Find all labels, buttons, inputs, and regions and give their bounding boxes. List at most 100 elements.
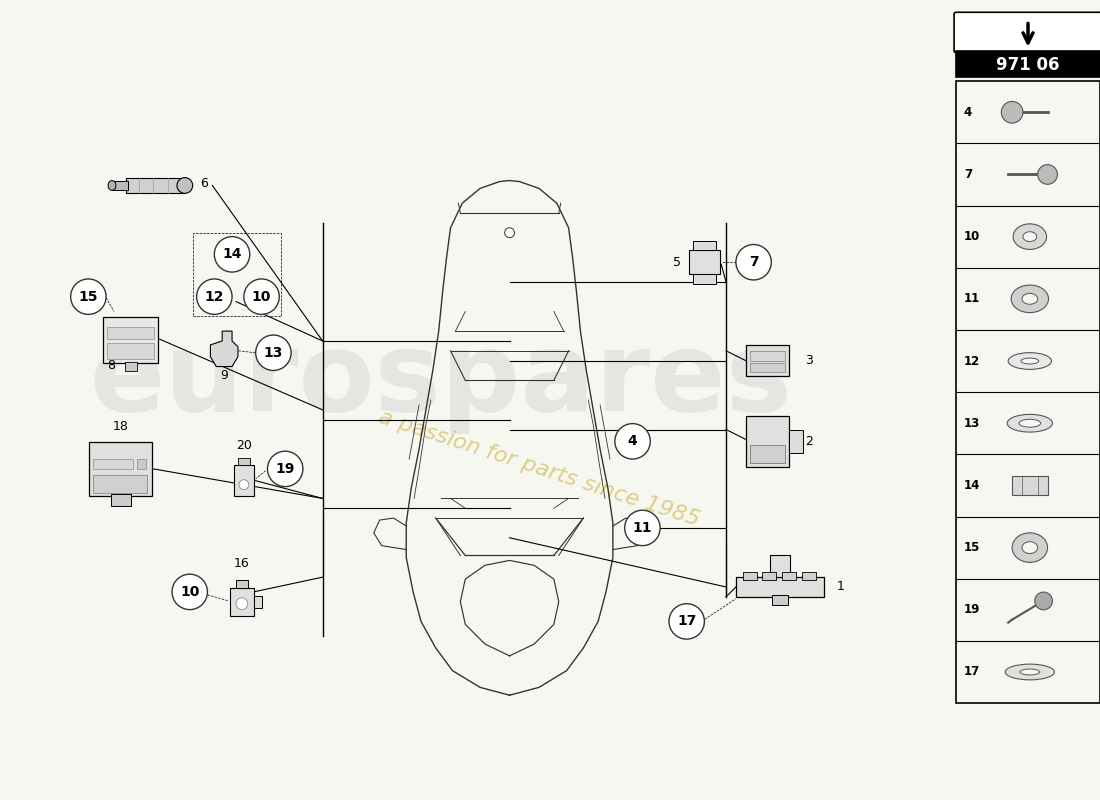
FancyBboxPatch shape bbox=[954, 12, 1100, 53]
Ellipse shape bbox=[1020, 669, 1040, 675]
Text: 17: 17 bbox=[676, 614, 696, 629]
Ellipse shape bbox=[1009, 353, 1052, 370]
Bar bbox=[125, 178, 185, 194]
Circle shape bbox=[615, 424, 650, 459]
Bar bbox=[736, 577, 825, 597]
Text: 8: 8 bbox=[107, 359, 116, 373]
Bar bbox=[746, 345, 789, 376]
Text: 10: 10 bbox=[180, 585, 199, 599]
Bar bbox=[750, 446, 785, 463]
Text: 4: 4 bbox=[628, 434, 637, 448]
Circle shape bbox=[197, 279, 232, 314]
Bar bbox=[136, 459, 146, 469]
Bar bbox=[234, 465, 254, 497]
Circle shape bbox=[255, 335, 292, 370]
Text: 15: 15 bbox=[964, 541, 980, 554]
Circle shape bbox=[70, 279, 106, 314]
Text: 13: 13 bbox=[964, 417, 980, 430]
Text: 11: 11 bbox=[964, 292, 980, 306]
Circle shape bbox=[505, 228, 515, 238]
Text: 1: 1 bbox=[836, 581, 844, 594]
Text: 7: 7 bbox=[964, 168, 972, 181]
Bar bbox=[107, 343, 154, 358]
Circle shape bbox=[172, 574, 208, 610]
Circle shape bbox=[239, 480, 249, 490]
Ellipse shape bbox=[1019, 419, 1041, 427]
Ellipse shape bbox=[108, 181, 115, 190]
Text: 15: 15 bbox=[78, 290, 98, 304]
Text: 19: 19 bbox=[275, 462, 295, 476]
Ellipse shape bbox=[1023, 232, 1036, 242]
Text: 20: 20 bbox=[235, 439, 252, 452]
Bar bbox=[111, 494, 131, 506]
Ellipse shape bbox=[1022, 294, 1037, 304]
Circle shape bbox=[1035, 592, 1053, 610]
Ellipse shape bbox=[1013, 224, 1046, 250]
Ellipse shape bbox=[1012, 533, 1047, 562]
Text: 14: 14 bbox=[222, 247, 242, 262]
Bar bbox=[746, 416, 789, 467]
Text: 2: 2 bbox=[805, 435, 813, 448]
Circle shape bbox=[244, 279, 279, 314]
Text: 19: 19 bbox=[964, 603, 980, 616]
Bar bbox=[230, 588, 254, 615]
Ellipse shape bbox=[1022, 542, 1037, 554]
Text: 14: 14 bbox=[964, 479, 980, 492]
Bar bbox=[236, 580, 248, 588]
Text: 4: 4 bbox=[964, 106, 972, 118]
Text: 10: 10 bbox=[964, 230, 980, 243]
Ellipse shape bbox=[1021, 358, 1038, 364]
Bar bbox=[772, 595, 788, 605]
Bar bbox=[693, 241, 716, 250]
Text: 17: 17 bbox=[964, 666, 980, 678]
Bar bbox=[782, 572, 796, 580]
Bar bbox=[254, 596, 262, 608]
Circle shape bbox=[236, 598, 248, 610]
Text: 13: 13 bbox=[264, 346, 283, 360]
Bar bbox=[107, 327, 154, 339]
Bar bbox=[750, 362, 785, 373]
Bar bbox=[742, 572, 757, 580]
Bar bbox=[693, 274, 716, 284]
Text: 11: 11 bbox=[632, 521, 652, 535]
Bar bbox=[94, 474, 147, 493]
Text: 18: 18 bbox=[113, 420, 129, 433]
Bar bbox=[956, 81, 1100, 703]
Circle shape bbox=[214, 237, 250, 272]
Text: 6: 6 bbox=[200, 177, 208, 190]
Bar bbox=[94, 459, 133, 469]
Bar bbox=[770, 555, 790, 577]
Polygon shape bbox=[210, 331, 238, 366]
Circle shape bbox=[267, 451, 303, 486]
Circle shape bbox=[625, 510, 660, 546]
Bar bbox=[789, 430, 803, 453]
Ellipse shape bbox=[1005, 664, 1055, 680]
Bar bbox=[689, 250, 720, 274]
Bar bbox=[112, 181, 128, 190]
Text: 16: 16 bbox=[234, 558, 250, 570]
Text: 3: 3 bbox=[805, 354, 813, 367]
Text: 9: 9 bbox=[220, 370, 228, 382]
Circle shape bbox=[1037, 165, 1057, 184]
Bar bbox=[750, 350, 785, 361]
Ellipse shape bbox=[1008, 414, 1053, 432]
Text: 12: 12 bbox=[205, 290, 224, 304]
Bar bbox=[762, 572, 777, 580]
Bar bbox=[103, 318, 158, 362]
Text: eurospares: eurospares bbox=[89, 327, 792, 434]
Text: 5: 5 bbox=[673, 256, 681, 269]
Circle shape bbox=[736, 245, 771, 280]
Text: 12: 12 bbox=[964, 354, 980, 367]
Ellipse shape bbox=[1011, 285, 1048, 313]
Bar bbox=[124, 362, 136, 371]
Bar bbox=[802, 572, 815, 580]
Text: 7: 7 bbox=[749, 255, 758, 270]
Bar bbox=[1012, 475, 1047, 495]
Text: a passion for parts since 1985: a passion for parts since 1985 bbox=[376, 407, 702, 530]
Text: 10: 10 bbox=[252, 290, 272, 304]
Text: 971 06: 971 06 bbox=[997, 56, 1059, 74]
Circle shape bbox=[1001, 102, 1023, 123]
Bar bbox=[956, 51, 1100, 78]
Ellipse shape bbox=[177, 178, 192, 194]
Circle shape bbox=[669, 604, 704, 639]
